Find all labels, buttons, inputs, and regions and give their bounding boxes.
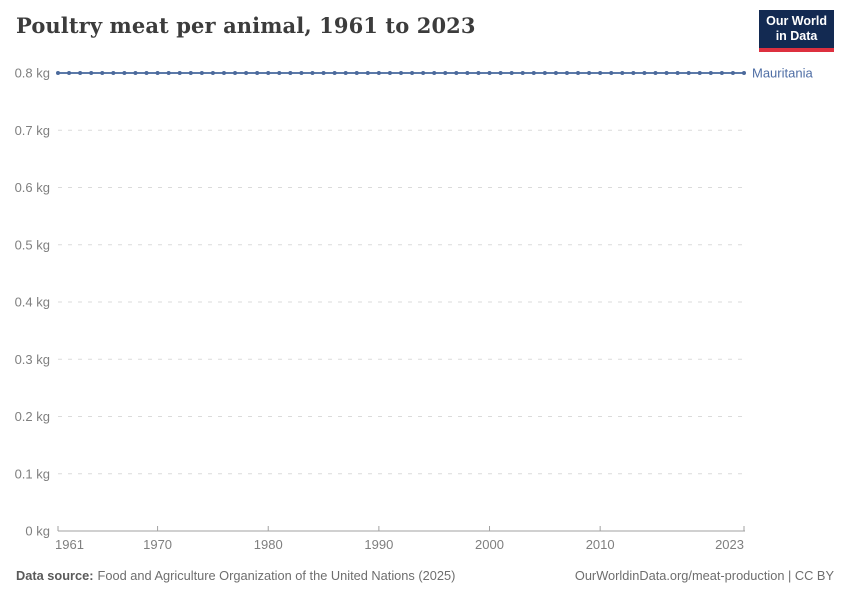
- data-point: [399, 71, 403, 75]
- data-point: [221, 71, 226, 75]
- x-tick-label: 2000: [475, 537, 504, 552]
- y-tick-label: 0.6 kg: [15, 180, 50, 195]
- data-point: [56, 71, 60, 75]
- data-point: [498, 71, 503, 75]
- owid-logo-line1: Our World: [766, 14, 827, 28]
- data-point: [122, 71, 127, 75]
- data-point: [631, 71, 636, 75]
- data-point: [410, 71, 415, 75]
- y-tick-label: 0.2 kg: [15, 409, 50, 424]
- data-point: [686, 71, 691, 75]
- y-tick-label: 0.3 kg: [15, 352, 50, 367]
- data-point: [332, 71, 337, 75]
- x-tick-label: 1970: [143, 537, 172, 552]
- y-tick-label: 0.8 kg: [15, 66, 50, 81]
- data-point: [697, 71, 702, 75]
- y-tick-label: 0.4 kg: [15, 295, 50, 310]
- data-point: [531, 71, 536, 75]
- data-point: [432, 71, 437, 75]
- data-point: [144, 71, 149, 75]
- data-point: [133, 71, 138, 75]
- data-point: [642, 71, 647, 75]
- data-point: [653, 71, 658, 75]
- data-point: [664, 71, 669, 75]
- x-tick-label: 1980: [254, 537, 283, 552]
- data-point: [100, 71, 105, 75]
- chart-footer: Data source: Food and Agriculture Organiz…: [0, 568, 850, 583]
- data-point: [299, 71, 304, 75]
- data-point: [708, 71, 713, 75]
- data-point: [620, 71, 625, 75]
- data-point: [421, 71, 426, 75]
- data-point: [465, 71, 470, 75]
- data-point: [742, 71, 746, 75]
- y-tick-label: 0.5 kg: [15, 237, 50, 252]
- data-point: [675, 71, 680, 75]
- data-point: [288, 71, 293, 75]
- data-point: [343, 71, 348, 75]
- data-point: [210, 71, 215, 75]
- x-tick-label: 1961: [55, 537, 84, 552]
- data-point: [598, 71, 603, 75]
- data-point: [476, 71, 481, 75]
- data-point: [111, 71, 116, 75]
- x-tick-label: 2023: [715, 537, 744, 552]
- data-point: [443, 71, 448, 75]
- owid-logo: Our World in Data: [759, 10, 834, 52]
- data-point: [487, 71, 492, 75]
- data-source-label: Data source:: [16, 568, 94, 583]
- data-point: [67, 71, 72, 75]
- data-point: [719, 71, 724, 75]
- data-point: [520, 71, 525, 75]
- data-point: [387, 71, 392, 75]
- data-point: [730, 71, 735, 75]
- data-point: [542, 71, 547, 75]
- data-source: Data source: Food and Agriculture Organiz…: [16, 568, 455, 583]
- data-point: [177, 71, 182, 75]
- y-tick-label: 0 kg: [25, 524, 50, 539]
- data-point: [587, 71, 592, 75]
- data-point: [576, 71, 581, 75]
- data-point: [454, 71, 459, 75]
- data-point: [354, 71, 359, 75]
- data-point: [365, 71, 370, 75]
- data-point: [155, 71, 160, 75]
- data-point: [255, 71, 260, 75]
- data-point: [244, 71, 249, 75]
- data-source-text: Food and Agriculture Organization of the…: [97, 568, 456, 583]
- data-point: [376, 71, 381, 75]
- data-point: [89, 71, 94, 75]
- data-point: [233, 71, 238, 75]
- data-point: [509, 71, 514, 75]
- chart-title: Poultry meat per animal, 1961 to 2023: [16, 13, 476, 38]
- footer-citation: OurWorldinData.org/meat-production | CC …: [574, 568, 834, 583]
- data-point: [266, 71, 271, 75]
- data-point: [188, 71, 193, 75]
- data-point: [277, 71, 282, 75]
- data-point: [553, 71, 558, 75]
- x-tick-label: 1990: [364, 537, 393, 552]
- data-point: [609, 71, 614, 75]
- owid-logo-line2: in Data: [775, 29, 818, 43]
- series-label-mauritania: Mauritania: [752, 66, 813, 81]
- data-point: [166, 71, 171, 75]
- y-tick-label: 0.7 kg: [15, 123, 50, 138]
- data-point: [564, 71, 569, 75]
- data-point: [310, 71, 315, 75]
- data-point: [199, 71, 204, 75]
- data-point: [78, 71, 83, 75]
- data-point: [321, 71, 326, 75]
- y-tick-label: 0.1 kg: [15, 466, 50, 481]
- x-tick-label: 2010: [586, 537, 615, 552]
- chart-plot: 0 kg 0.1 kg 0.2 kg 0.3 kg 0.4 kg 0.5 kg 0.6 kg…: [15, 66, 814, 553]
